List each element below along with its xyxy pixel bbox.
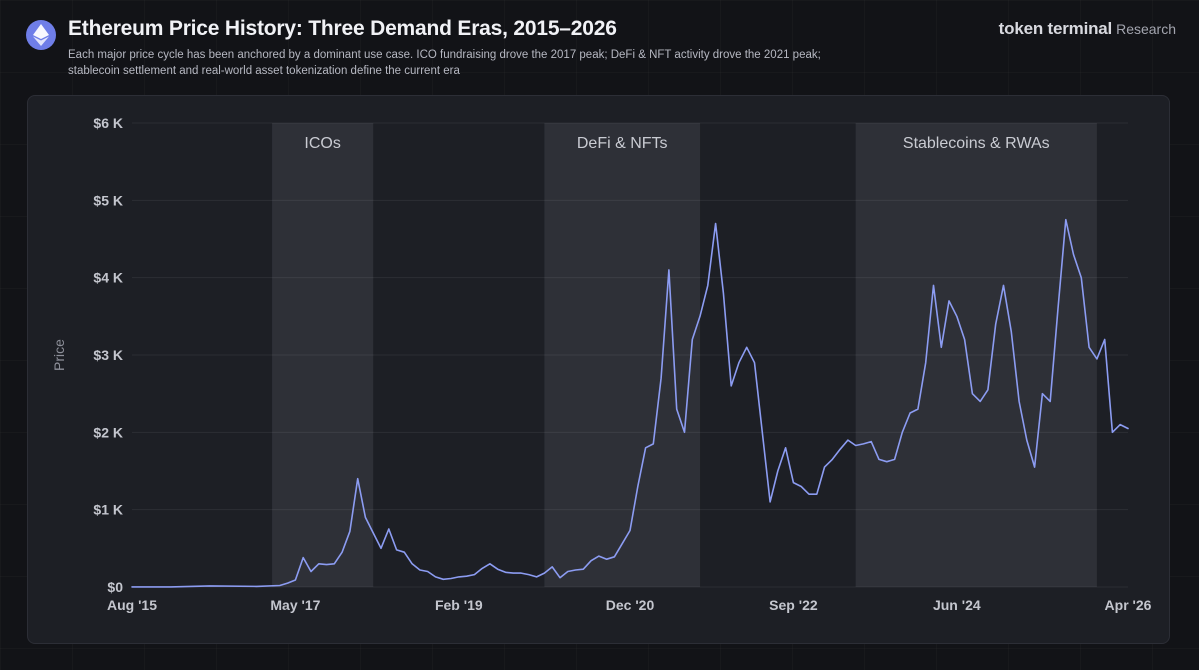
y-tick-label: $5 K xyxy=(93,192,123,208)
price-line xyxy=(131,218,1129,588)
x-tick-label: May '17 xyxy=(270,597,320,613)
y-axis-title: Price xyxy=(51,339,67,371)
y-tick-label: $4 K xyxy=(93,270,123,286)
chart-title: Ethereum Price History: Three Demand Era… xyxy=(68,17,617,40)
x-tick-label: Feb '19 xyxy=(435,597,483,613)
series-layer xyxy=(131,218,1129,588)
brand-name: token terminal xyxy=(998,19,1113,38)
y-tick-label: $2 K xyxy=(93,424,123,440)
chart-header: Ethereum Price History: Three Demand Era… xyxy=(26,16,1176,86)
price-chart: ICOs DeFi & NFTs Stablecoins & RWAs $0 $1 K… xyxy=(51,115,1152,613)
chart-subtitle: Each major price cycle has been anchored… xyxy=(68,49,821,77)
era-label: DeFi & NFTs xyxy=(577,135,668,152)
x-tick-label: Dec '20 xyxy=(606,597,655,613)
era-band xyxy=(272,123,374,587)
x-tick-label: Jun '24 xyxy=(933,597,981,613)
y-tick-label: $3 K xyxy=(93,347,123,363)
x-tick-label: Apr '26 xyxy=(1105,597,1152,613)
gridlines xyxy=(132,122,1128,588)
ethereum-icon xyxy=(26,20,56,50)
brand-suffix: Research xyxy=(1116,21,1176,37)
y-tick-label: $1 K xyxy=(93,502,123,518)
y-tick-label: $0 xyxy=(107,579,123,595)
x-tick-label: Aug '15 xyxy=(107,597,157,613)
era-label: ICOs xyxy=(304,135,340,152)
y-tick-label: $6 K xyxy=(93,115,123,131)
axis-labels: $0 $1 K $2 K $3 K $4 K $5 K $6 K Aug '15 May '17… xyxy=(93,115,1151,613)
brand-logo: token terminal Research xyxy=(999,19,1176,39)
era-band xyxy=(855,123,1097,587)
era-label: Stablecoins & RWAs xyxy=(903,135,1050,152)
chart-panel: ICOs DeFi & NFTs Stablecoins & RWAs $0 $1 K… xyxy=(27,95,1170,644)
x-tick-label: Sep '22 xyxy=(769,597,818,613)
